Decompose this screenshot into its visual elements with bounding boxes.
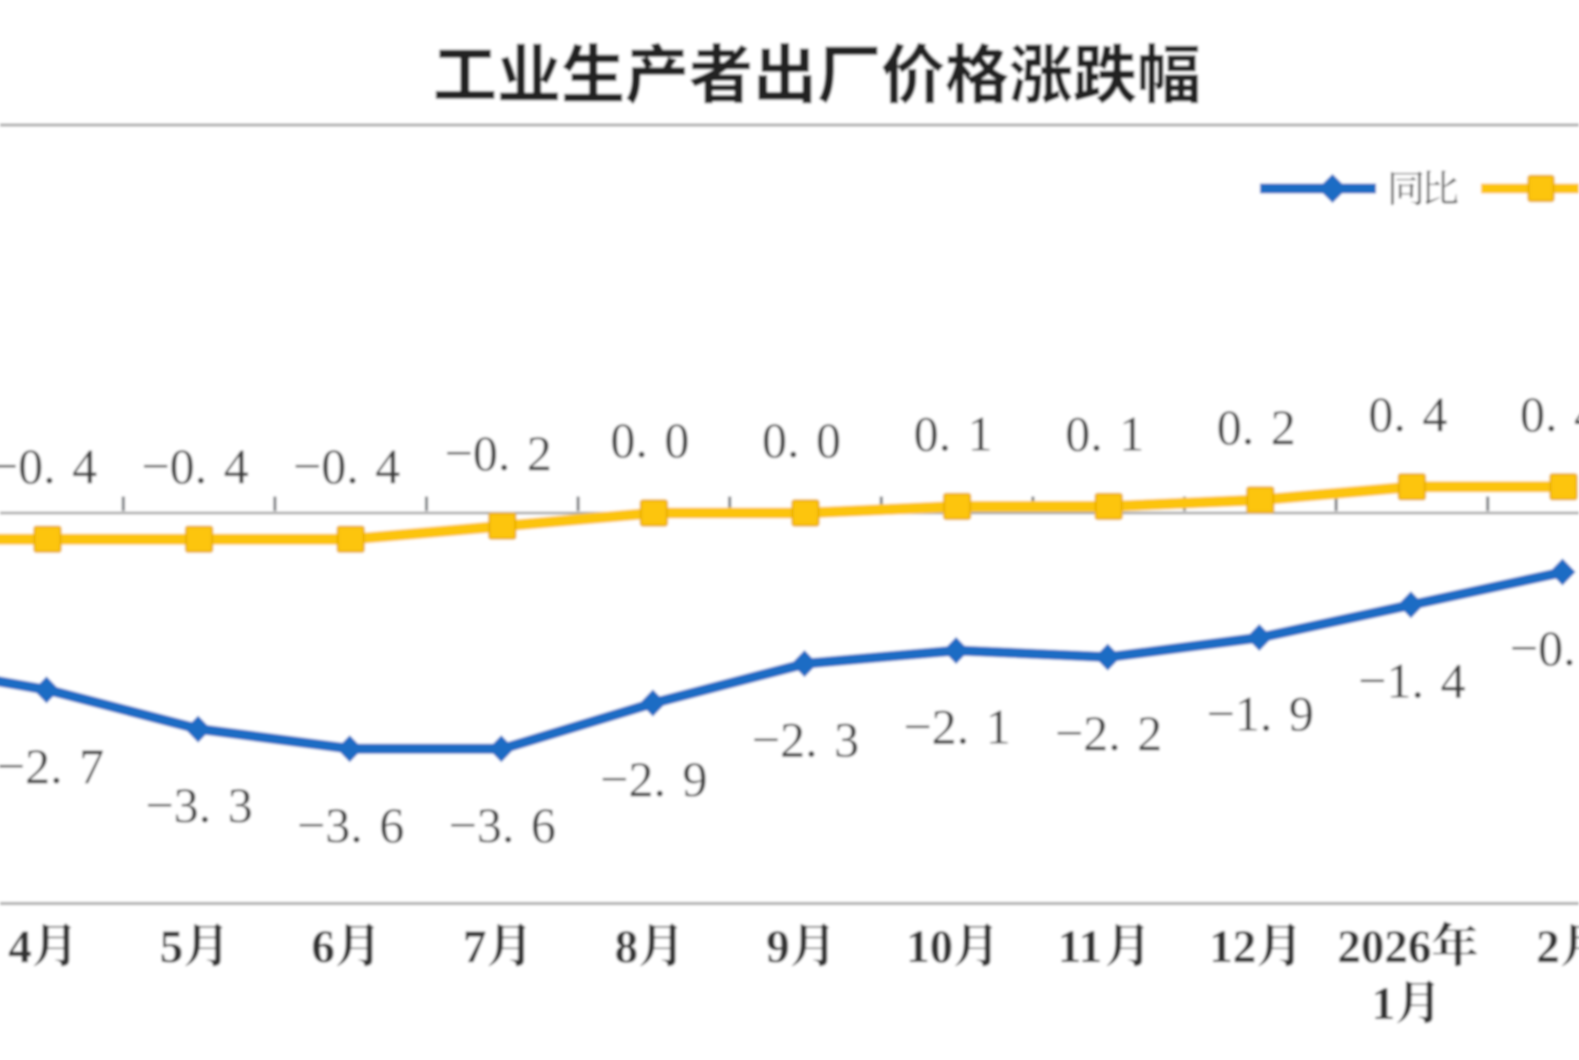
svg-text:−1. 9: −1. 9	[1207, 686, 1314, 742]
svg-text:−0. 4: −0. 4	[141, 438, 248, 494]
svg-text:−1. 4: −1. 4	[1358, 653, 1465, 709]
svg-text:9: 9	[766, 921, 790, 973]
svg-text:0. 1: 0. 1	[1065, 405, 1144, 461]
svg-text:0. 4: 0. 4	[1368, 386, 1447, 442]
svg-text:0. 4: 0. 4	[1520, 386, 1579, 442]
svg-text:−2. 9: −2. 9	[600, 751, 707, 807]
svg-text:−0. 4: −0. 4	[0, 438, 97, 494]
svg-text:6: 6	[311, 921, 335, 973]
svg-text:−2. 7: −2. 7	[0, 738, 104, 794]
svg-text:0. 0: 0. 0	[762, 412, 841, 468]
svg-text:−3. 3: −3. 3	[145, 777, 252, 833]
svg-text:8: 8	[615, 921, 639, 973]
svg-text:0. 2: 0. 2	[1217, 399, 1296, 455]
svg-text:−2. 1: −2. 1	[903, 699, 1010, 755]
svg-text:0. 0: 0. 0	[610, 412, 689, 468]
svg-text:11: 11	[1058, 921, 1102, 973]
svg-text:1: 1	[1372, 978, 1396, 1030]
svg-text:−2. 3: −2. 3	[752, 712, 859, 768]
svg-text:−0. 2: −0. 2	[445, 425, 552, 481]
svg-text:−0. 9: −0. 9	[1510, 620, 1579, 676]
svg-text:2026: 2026	[1337, 921, 1431, 973]
svg-text:−2. 2: −2. 2	[1055, 705, 1162, 761]
svg-text:2: 2	[1536, 921, 1560, 973]
svg-text:−3. 6: −3. 6	[297, 797, 404, 853]
svg-text:10: 10	[906, 921, 953, 973]
svg-text:0. 1: 0. 1	[914, 405, 993, 461]
svg-text:12: 12	[1209, 921, 1256, 973]
svg-text:−0. 4: −0. 4	[293, 438, 400, 494]
svg-text:5: 5	[160, 921, 184, 973]
svg-text:7: 7	[463, 921, 487, 973]
svg-text:4: 4	[8, 921, 32, 973]
svg-text:−3. 6: −3. 6	[449, 797, 556, 853]
